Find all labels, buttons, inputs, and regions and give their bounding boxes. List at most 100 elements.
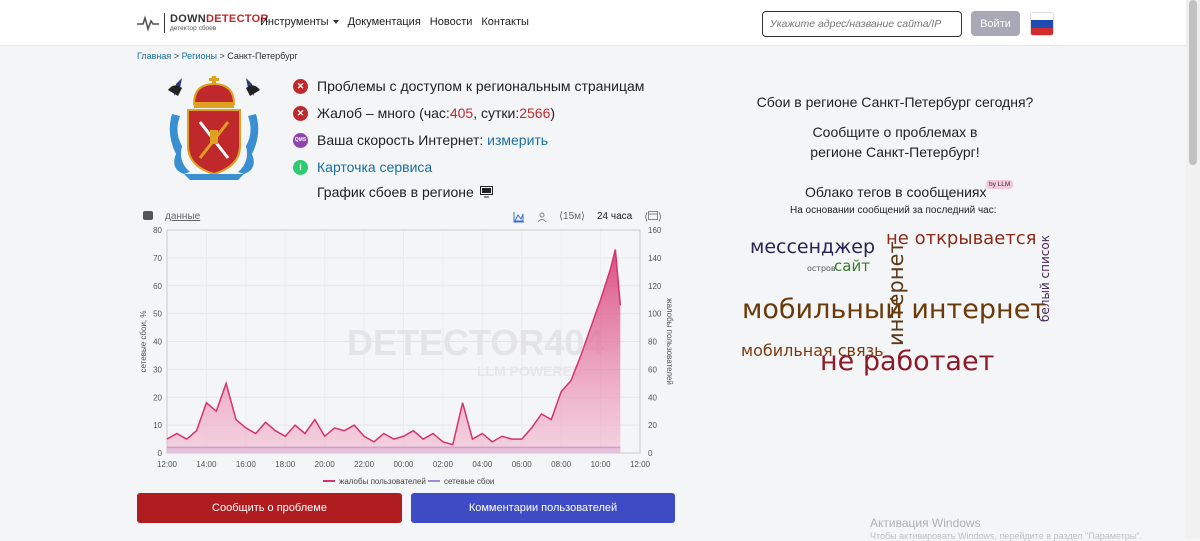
nav-contacts[interactable]: Контакты (481, 16, 529, 28)
report-call-line2: регионе Санкт-Петербург! (810, 144, 980, 160)
speedtest-icon: QMS (293, 132, 308, 148)
pulse-logo-icon (137, 15, 159, 32)
breadcrumb-home[interactable]: Главная (137, 51, 172, 61)
error-x-icon: ✕ (293, 105, 308, 121)
tag-messenger[interactable]: мессенджер (750, 236, 876, 258)
complaints-mid: , сутки: (473, 105, 520, 121)
complaints-hour-count: 405 (449, 105, 474, 121)
y-tick-left: 30 (153, 365, 162, 374)
nav-news[interactable]: Новости (429, 16, 473, 28)
breadcrumb-regions[interactable]: Регионы (181, 51, 217, 61)
main-nav: Инструменты Документация Новости Контакт… (260, 16, 529, 28)
legend-label-complaints: жалобы пользователей (339, 477, 426, 486)
logo-divider (164, 13, 165, 33)
complaints-day-count: 2566 (519, 105, 551, 121)
x-tick: 14:00 (196, 460, 217, 469)
tag-cloud-heading: Облако тегов в сообщениях (805, 184, 987, 200)
y-tick-left: 0 (158, 449, 163, 458)
scrollbar-thumb[interactable] (1189, 0, 1197, 165)
outage-question: Сбои в регионе Санкт-Петербург сегодня? (756, 94, 1034, 110)
status-speed: QMS Ваша скорость Интернет: измерить (293, 132, 548, 148)
nav-docs[interactable]: Документация (347, 16, 421, 28)
user-comments-button[interactable]: Комментарии пользователей (411, 493, 675, 523)
status-service-card: i Карточка сервиса (293, 159, 432, 175)
chart-watermark: DETECTOR404 (347, 322, 604, 363)
chevron-down-icon (332, 20, 339, 25)
complaints-suffix: ) (550, 105, 556, 121)
y-tick-right: 20 (648, 421, 657, 430)
x-tick: 20:00 (315, 460, 336, 469)
tag-site[interactable]: сайт (834, 257, 870, 275)
speed-text: Ваша скорость Интернет: (317, 132, 484, 148)
y-tick-left: 70 (153, 254, 162, 263)
x-tick: 08:00 (551, 460, 572, 469)
russia-flag-icon[interactable] (1030, 12, 1054, 36)
breadcrumb-sep: > (219, 51, 225, 61)
complaints-prefix: Жалоб – много (час: (317, 105, 450, 121)
y-tick-left: 80 (153, 226, 162, 235)
y-tick-right: 100 (648, 310, 662, 319)
login-button[interactable]: Войти (971, 11, 1020, 36)
search-input[interactable] (762, 11, 962, 37)
y-tick-right: 40 (648, 393, 657, 402)
y-tick-left: 20 (153, 393, 162, 402)
x-tick: 10:00 (591, 460, 612, 469)
tag-not-opening[interactable]: не открывается (886, 228, 1037, 249)
report-problem-button[interactable]: Сообщить о проблеме (137, 493, 402, 523)
x-tick: 16:00 (236, 460, 257, 469)
speed-measure-link[interactable]: измерить (487, 132, 549, 148)
y-tick-left: 40 (153, 338, 162, 347)
user-icon[interactable] (537, 212, 547, 222)
series-complaints-area (167, 249, 621, 453)
breadcrumb-sep: > (173, 51, 180, 61)
interval-24h-toggle[interactable]: 24 часа (596, 211, 633, 222)
monitor-icon[interactable] (479, 186, 493, 198)
error-x-icon: ✕ (293, 78, 308, 94)
status-access-problems: ✕ Проблемы с доступом к региональным стр… (293, 78, 644, 94)
tag-mobile-internet[interactable]: мобильный интернет (742, 294, 1047, 325)
chart-heading-text: График сбоев в регионе (317, 184, 474, 200)
y-tick-right: 0 (648, 449, 653, 458)
x-tick: 22:00 (354, 460, 375, 469)
logo-title-down: DOWN (170, 12, 207, 25)
outage-chart[interactable]: 0 0 10 20 20 40 30 60 40 80 50 100 60 120 70 140 80 160 12… (137, 222, 677, 490)
y-axis-label-right: жалобы пользователей (665, 298, 674, 385)
tag-island[interactable]: остров (807, 264, 836, 273)
y-tick-right: 80 (648, 338, 657, 347)
y-tick-left: 60 (153, 282, 162, 291)
y-axis-label-left: сетевые сбои, % (139, 311, 148, 373)
logo-title-detector: DETECTOR (206, 12, 269, 25)
series-complaints-line (166, 249, 622, 446)
x-tick: 02:00 (433, 460, 454, 469)
tag-mobile-connection[interactable]: мобильная связь (741, 341, 884, 360)
windows-activation-watermark: Активация Windows (870, 516, 981, 530)
site-logo[interactable]: DOWNDETECTOR детектор сбоев (137, 12, 269, 34)
spb-coat-of-arms-icon (168, 76, 260, 180)
nav-tools[interactable]: Инструменты (260, 16, 339, 28)
x-tick: 00:00 (393, 460, 414, 469)
chart-heading: График сбоев в регионе (317, 184, 493, 200)
y-tick-right: 140 (648, 254, 662, 263)
camera-icon[interactable] (143, 211, 153, 220)
area-chart-icon[interactable] (513, 211, 525, 223)
breadcrumb-current: Санкт-Петербург (227, 51, 298, 61)
y-tick-left: 50 (153, 310, 162, 319)
calendar-icon (648, 211, 659, 220)
logo-subtitle: детектор сбоев (170, 24, 217, 32)
chart-data-link[interactable]: данные (165, 211, 201, 222)
tag-not-working[interactable]: не работает (820, 346, 995, 377)
report-call: Сообщите о проблемах в регионе Санкт-Пет… (700, 122, 1090, 162)
top-navbar: DOWNDETECTOR детектор сбоев Инструменты … (0, 0, 1186, 46)
status-problems-text: Проблемы с доступом к региональным стран… (317, 78, 645, 94)
tag-cloud-subtitle: На основании сообщений за последний час: (790, 205, 997, 216)
legend-label-network: сетевые сбои (444, 477, 494, 486)
calendar-nav[interactable]: ⟨ ⟩ (644, 211, 662, 223)
status-complaints: ✕ Жалоб – много (час: 405, сутки: 2566) (293, 105, 555, 121)
interval-15m-toggle[interactable]: ⟨15м⟩ (559, 211, 585, 222)
y-tick-right: 160 (648, 226, 662, 235)
nav-tools-label: Инструменты (260, 16, 329, 28)
y-tick-left: 10 (153, 421, 162, 430)
x-tick: 18:00 (275, 460, 296, 469)
x-tick: 12:00 (630, 460, 651, 469)
service-card-link[interactable]: Карточка сервиса (317, 159, 433, 175)
